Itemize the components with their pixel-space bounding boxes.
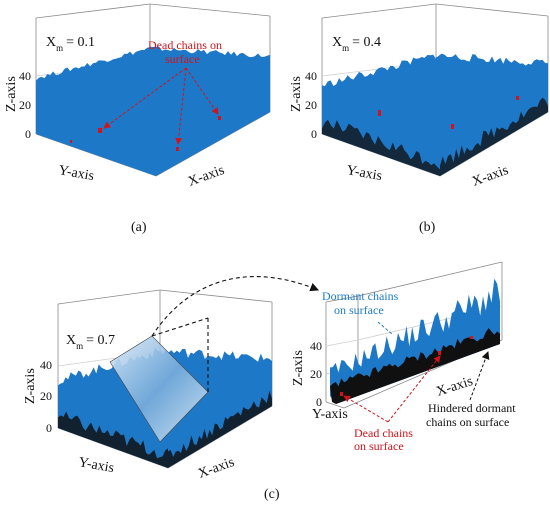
panel-c-dead-label-line1: Dead chains — [354, 426, 413, 440]
panel-c-zoom-zlabel: Z-axis — [291, 350, 306, 386]
panel-b-ztick-0: 0 — [311, 127, 317, 141]
panel-b-caption: (b) — [419, 220, 436, 235]
panel-b-xm-label: Xm = 0.4 — [332, 35, 381, 53]
panel-c-ztick-40: 40 — [40, 358, 52, 372]
panel-a-ztick-20: 20 — [19, 98, 31, 112]
panel-c-xm-label: Xm = 0.7 — [66, 333, 115, 351]
panel-c-dormant-label-line2: on surface — [334, 303, 384, 317]
panel-c-zoom-annotation-arrows — [343, 321, 490, 423]
panel-c-ylabel: Y-axis — [77, 455, 115, 476]
panel-c-zlabel: Z-axis — [23, 368, 38, 404]
panel-c-zoom-dead-chains — [340, 336, 473, 396]
panel-a-surface — [36, 46, 270, 177]
panel-c-main: Xm = 0.7 40 20 0 Z-axis Y-axis X-axis (c) — [23, 289, 280, 502]
panel-a-ylabel: Y-axis — [57, 163, 95, 184]
dormant-chain-band — [322, 97, 548, 176]
panel-c-zoom-surface — [330, 278, 500, 404]
panel-b: Xm = 0.4 40 20 0 Z-axis Y-axis X-axis (b) — [289, 3, 549, 235]
panel-c-ztick-0: 0 — [46, 421, 52, 435]
panel-c-hindered-label-line1: Hindered dormant — [428, 401, 516, 415]
panel-b-surface — [322, 53, 548, 176]
panel-c-zoom-ylabel: Y-axis — [312, 407, 348, 422]
panel-c-ztick-20: 20 — [40, 389, 52, 403]
zoom-connectors — [151, 276, 320, 392]
panel-c-caption: (c) — [264, 487, 280, 502]
panel-a-xm-label: Xm = 0.1 — [46, 35, 95, 53]
panel-c-dead-label-line2: on surface — [354, 439, 404, 453]
panel-a-annotation-arrows — [103, 67, 219, 145]
panel-c-zoom: Dormant chains on surface Dead chains on… — [291, 261, 516, 453]
panel-a-zlabel: Z-axis — [4, 76, 19, 112]
panel-c-zoom-ztick-20: 20 — [310, 367, 322, 381]
panel-a-dead-chains — [70, 116, 221, 151]
panel-a-xlabel: X-axis — [186, 163, 226, 190]
panel-c-zoom-ztick-0: 0 — [316, 395, 322, 409]
chain-surface-fill — [36, 46, 270, 177]
panel-c-hindered-label-line2: chains on surface — [426, 415, 509, 429]
panel-a-caption: (a) — [131, 220, 147, 235]
panel-c-zoom-ztick-40: 40 — [310, 339, 322, 353]
panel-b-ylabel: Y-axis — [345, 163, 383, 184]
panel-b-ztick-20: 20 — [305, 98, 317, 112]
panel-b-zlabel: Z-axis — [289, 76, 304, 112]
panel-c-dormant-label-line1: Dormant chains — [322, 289, 399, 303]
panel-c-xlabel: X-axis — [196, 455, 236, 482]
panel-c-zoom-xlabel: X-axis — [435, 374, 475, 400]
zoom-dormant-chain-band — [330, 328, 500, 404]
panel-b-ztick-40: 40 — [305, 69, 317, 83]
panel-b-dead-chains — [378, 96, 519, 129]
panel-b-xlabel: X-axis — [470, 163, 510, 190]
panel-a-dead-label-line1: Dead chains on — [148, 38, 222, 52]
panel-a-dead-label-line2: surface — [165, 52, 200, 66]
panel-a: Dead chains on surface Xm = 0.1 40 20 0 Z… — [4, 3, 271, 235]
panel-a-ztick-0: 0 — [25, 127, 31, 141]
panel-a-ztick-40: 40 — [19, 69, 31, 83]
dormant-chain-band — [58, 390, 272, 468]
